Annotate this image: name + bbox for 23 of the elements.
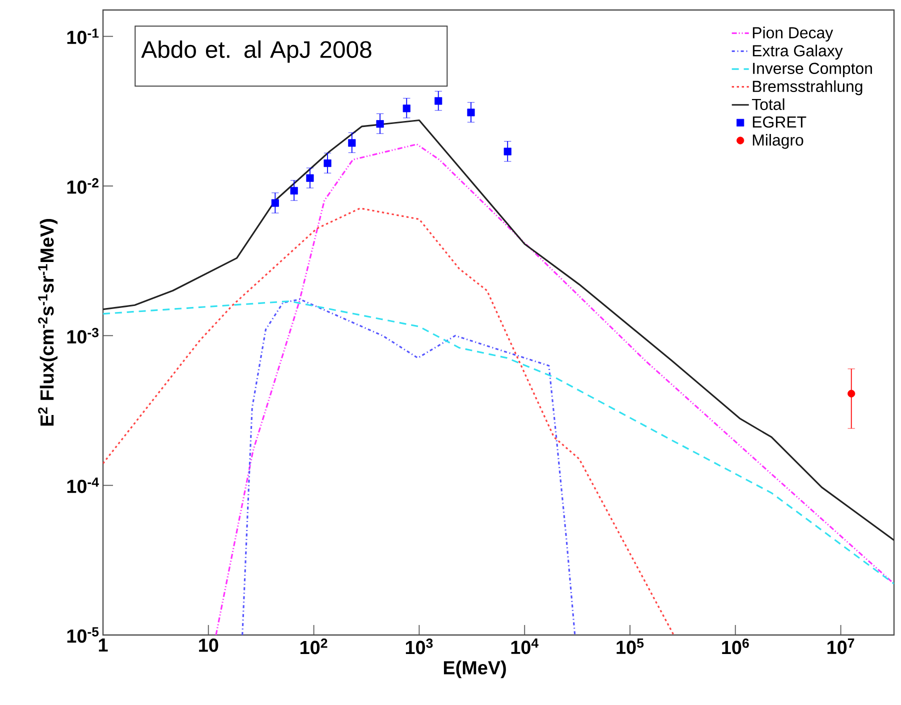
x-tick-label: 10$^{3}$ <box>406 638 433 654</box>
x-tick-label: 10$^{2}$ <box>300 638 328 654</box>
text: E$^{2}$ Flux(cm$^{-2}$s$^{-1}$sr$^{-1}$MeV) <box>38 219 58 426</box>
y-tick-label: 10$^{-4}$ <box>67 478 99 494</box>
annotation: Abdo et. al ApJ 2008 <box>141 40 372 63</box>
x-tick-label: 10$^{5}$ <box>616 638 644 654</box>
y-tick-label: 10$^{-5}$ <box>67 627 99 643</box>
y-tick-label: 10$^{-2}$ <box>67 178 98 194</box>
legend-label: Pion Decay <box>752 26 834 42</box>
legend-label: Extra Galaxy <box>752 44 843 60</box>
legend-label: Milagro <box>752 134 804 149</box>
y-tick-label: 10$^{-3}$ <box>67 328 99 344</box>
x-tick-label: 10$^{6}$ <box>722 638 749 654</box>
legend-label: EGRET <box>752 116 806 128</box>
x-tick-label: 10$^{7}$ <box>828 638 854 654</box>
legend-label: Inverse Compton <box>753 62 872 78</box>
y-tick-label: 10$^{-1}$ <box>67 28 99 44</box>
legend-label: Total <box>752 98 784 110</box>
x-tick-label: 10 <box>199 638 218 652</box>
x-axis-title: E(MeV) <box>444 660 506 678</box>
legend-label: Bremsstrahlung <box>752 80 862 96</box>
x-tick-label: 1 <box>98 638 108 652</box>
x-tick-label: 10$^{4}$ <box>511 638 538 654</box>
